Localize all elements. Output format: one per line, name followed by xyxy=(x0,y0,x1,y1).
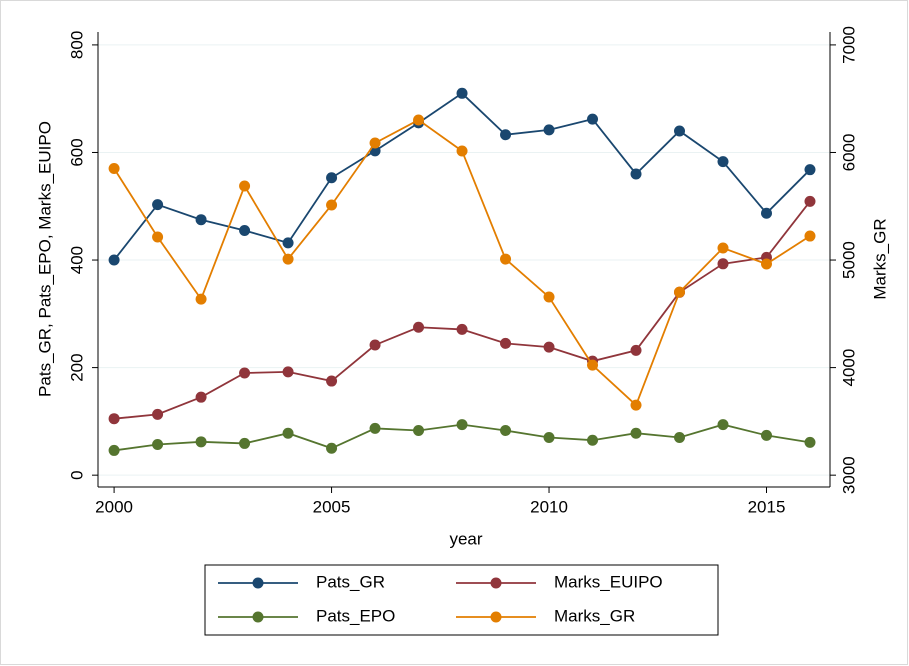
marker xyxy=(804,164,816,176)
marker xyxy=(239,224,251,236)
marker xyxy=(413,425,425,437)
y2-tick-label: 5000 xyxy=(839,241,858,279)
marker xyxy=(413,114,425,126)
marker xyxy=(500,253,512,265)
y-tick-label: 400 xyxy=(67,246,86,274)
marker xyxy=(456,87,468,99)
marker xyxy=(195,214,207,226)
marker xyxy=(152,231,164,243)
marker xyxy=(195,293,207,305)
marker xyxy=(239,367,251,379)
legend-marker xyxy=(252,611,264,623)
legend-box xyxy=(204,564,719,636)
marker xyxy=(587,434,599,446)
marker xyxy=(543,341,555,353)
marker xyxy=(195,391,207,403)
marker xyxy=(717,258,729,270)
y2-tick-label: 4000 xyxy=(839,349,858,387)
y-tick-label: 0 xyxy=(67,470,86,479)
marker xyxy=(108,163,120,174)
marker xyxy=(630,344,642,356)
y2-tick-label: 6000 xyxy=(839,134,858,172)
marker xyxy=(500,337,512,349)
marker xyxy=(674,286,686,298)
marker xyxy=(717,156,729,168)
marker xyxy=(195,436,207,448)
marker xyxy=(630,427,642,439)
x-tick-label: 2005 xyxy=(313,497,351,516)
marker xyxy=(456,323,468,335)
marker xyxy=(152,199,164,211)
marker xyxy=(326,375,338,387)
marker xyxy=(282,366,294,378)
marker xyxy=(152,408,164,420)
marker xyxy=(543,124,555,136)
legend-label: Pats_EPO xyxy=(316,606,395,625)
marker xyxy=(369,339,381,351)
legend-label: Marks_GR xyxy=(554,606,635,625)
marker xyxy=(804,195,816,207)
marker xyxy=(282,237,294,249)
y-axis-title: Pats_GR, Pats_EPO, Marks_EUIPO xyxy=(35,121,54,397)
marker xyxy=(326,442,338,454)
marker xyxy=(500,129,512,141)
marker xyxy=(543,291,555,303)
legend-marker xyxy=(490,611,502,623)
x-axis-title: year xyxy=(449,529,482,548)
y2-axis-title: Marks_GR xyxy=(870,218,889,299)
marker xyxy=(630,399,642,411)
x-tick-label: 2000 xyxy=(95,497,133,516)
marker xyxy=(804,436,816,448)
y-tick-label: 800 xyxy=(67,31,86,59)
y2-tick-label: 3000 xyxy=(839,456,858,494)
marker xyxy=(760,207,772,219)
marker xyxy=(630,168,642,180)
marker xyxy=(717,242,729,254)
marker xyxy=(413,321,425,333)
legend-label: Marks_EUIPO xyxy=(554,572,663,591)
marker xyxy=(717,419,729,431)
y-tick-label: 600 xyxy=(67,138,86,166)
marker xyxy=(760,429,772,441)
marker xyxy=(587,113,599,125)
marker xyxy=(587,359,599,371)
marker xyxy=(456,145,468,157)
x-tick-label: 2010 xyxy=(530,497,568,516)
marker xyxy=(760,258,772,270)
marker xyxy=(674,125,686,137)
marker xyxy=(674,432,686,444)
marker xyxy=(282,253,294,265)
marker xyxy=(456,419,468,431)
legend-label: Pats_GR xyxy=(316,572,385,591)
legend-marker xyxy=(252,577,264,589)
marker xyxy=(326,172,338,184)
y-tick-label: 200 xyxy=(67,353,86,381)
marker xyxy=(543,432,555,444)
marker xyxy=(239,180,251,192)
legend-marker xyxy=(490,577,502,589)
marker xyxy=(108,444,120,456)
marker xyxy=(239,437,251,449)
y2-tick-label: 7000 xyxy=(839,26,858,64)
marker xyxy=(108,413,120,425)
marker xyxy=(282,427,294,439)
marker xyxy=(152,439,164,451)
marker xyxy=(369,137,381,149)
marker xyxy=(804,230,816,242)
marker xyxy=(500,425,512,437)
marker xyxy=(326,199,338,211)
marker xyxy=(108,254,120,266)
x-tick-label: 2015 xyxy=(748,497,786,516)
marker xyxy=(369,422,381,434)
